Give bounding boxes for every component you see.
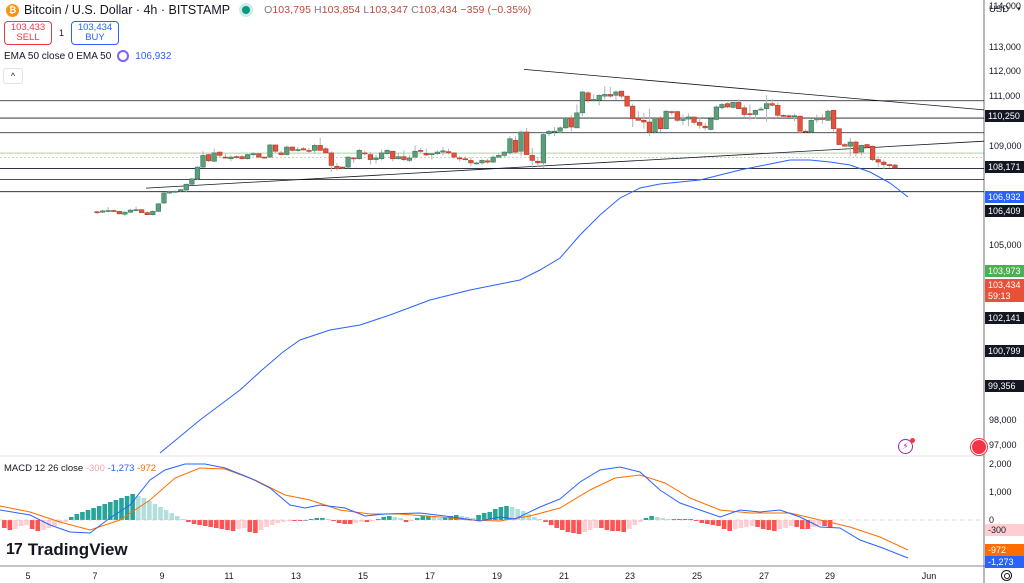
macd-value: -1,273 xyxy=(107,463,135,474)
price-tick: 113,000 xyxy=(989,42,1021,52)
macd-label: -1,273 xyxy=(985,556,1024,568)
date-tick: 23 xyxy=(624,571,636,581)
date-tick: 7 xyxy=(92,571,98,581)
collapse-legend-button[interactable]: ^ xyxy=(3,68,23,84)
date-tick: 29 xyxy=(824,571,836,581)
macd-label: -300 xyxy=(985,524,1024,536)
date-tick: 19 xyxy=(491,571,503,581)
symbol-title[interactable]: Bitcoin / U.S. Dollar · 4h · BITSTAMP xyxy=(24,3,231,17)
price-tick: 105,000 xyxy=(989,240,1022,250)
macd-hist-value: -300 xyxy=(85,463,105,474)
ema50-line xyxy=(159,159,909,454)
macd-legend[interactable]: MACD 12 26 close -300 -1,273 -972 xyxy=(4,463,157,474)
date-tick: 15 xyxy=(357,571,369,581)
trendlines xyxy=(145,69,985,189)
chevron-up-icon: ^ xyxy=(10,71,16,81)
change-value: −359 (−0.35%) xyxy=(460,4,532,16)
settings-icon[interactable] xyxy=(1001,570,1012,581)
sell-button[interactable]: 103,433 SELL xyxy=(4,21,52,45)
macd-tick: 1,000 xyxy=(989,487,1012,497)
us-flag-icon[interactable] xyxy=(971,439,987,455)
trade-buttons: 103,433 SELL 1 103,434 BUY xyxy=(4,21,119,45)
price-label: 103,434 xyxy=(985,279,1024,291)
macd-pane xyxy=(0,463,909,559)
tradingview-mark-icon: 17 xyxy=(6,541,23,558)
spread-value: 1 xyxy=(58,28,64,38)
date-tick: 17 xyxy=(424,571,436,581)
date-tick: 21 xyxy=(558,571,570,581)
price-tick: 114,000 xyxy=(989,1,1021,11)
price-tick: 98,000 xyxy=(989,415,1017,425)
date-tick: 13 xyxy=(290,571,302,581)
date-tick: 27 xyxy=(758,571,770,581)
macd-signal-value: -972 xyxy=(137,463,157,474)
date-tick: 25 xyxy=(691,571,703,581)
price-label: 106,409 xyxy=(985,205,1024,217)
buy-button[interactable]: 103,434 BUY xyxy=(71,21,119,45)
ohlc-values: O103,795 H103,854 L103,347 C103,434 −359… xyxy=(264,4,532,16)
price-label: 108,171 xyxy=(985,161,1024,173)
price-tick: 109,000 xyxy=(989,141,1022,151)
price-label: 100,799 xyxy=(985,345,1024,357)
lightning-icon[interactable]: ⚡ xyxy=(898,438,915,454)
date-tick: 9 xyxy=(159,571,165,581)
chevron-down-icon: ▾ xyxy=(1017,6,1021,13)
price-label: 106,932 xyxy=(985,191,1024,203)
price-label: 102,141 xyxy=(985,312,1024,324)
tradingview-logo[interactable]: 17 TradingView xyxy=(6,540,128,559)
macd-tick: 2,000 xyxy=(989,459,1012,469)
price-label: 103,973 xyxy=(985,265,1024,277)
currency-selector[interactable]: USD ▾ xyxy=(989,3,1021,15)
price-tick: 111,000 xyxy=(989,91,1021,101)
price-label: 110,250 xyxy=(985,110,1024,122)
ema-value: 106,932 xyxy=(135,50,172,62)
symbol-legend: ₿ Bitcoin / U.S. Dollar · 4h · BITSTAMP … xyxy=(6,3,531,17)
date-tick: 11 xyxy=(224,571,234,581)
macd-tick: 0 xyxy=(989,515,995,525)
candlesticks xyxy=(94,86,898,216)
macd-label: -972 xyxy=(985,544,1024,556)
ema-legend[interactable]: EMA 50 close 0 EMA 50 106,932 xyxy=(4,50,172,62)
market-open-icon xyxy=(242,6,251,14)
price-label: 59:13 xyxy=(985,290,1024,302)
price-label: 99,356 xyxy=(985,380,1024,392)
price-tick: 97,000 xyxy=(989,440,1017,450)
horizontal-levels xyxy=(0,100,984,193)
loading-icon xyxy=(117,50,130,62)
date-tick: Jun xyxy=(921,571,937,581)
price-tick: 112,000 xyxy=(989,66,1021,76)
date-tick: 5 xyxy=(25,571,31,581)
bitcoin-icon: ₿ xyxy=(6,3,19,17)
